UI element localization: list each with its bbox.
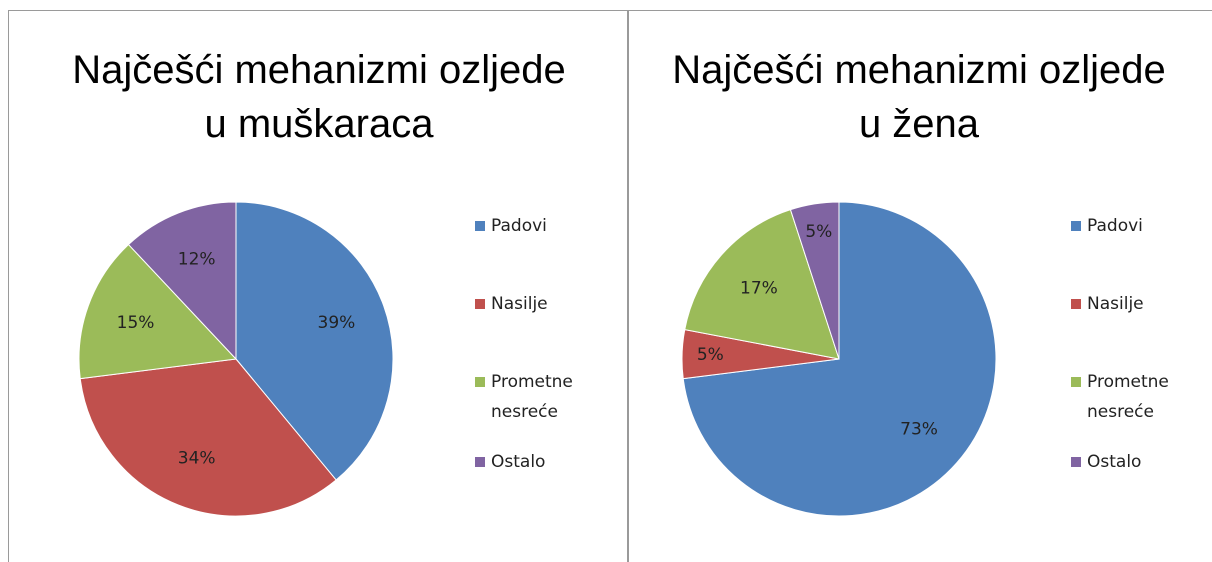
legend-label: Ostalo (1087, 452, 1142, 472)
pie-slice (684, 209, 840, 360)
data-label: 34% (178, 448, 216, 468)
pie-chart: 73% 5% 17% 5% (681, 201, 997, 517)
chart-title: Najčešći mehanizmi ozljede u žena (672, 48, 1166, 146)
pie-slice (78, 243, 238, 380)
legend-swatch (1071, 457, 1081, 467)
legend-swatch (475, 457, 485, 467)
data-label: 5% (805, 222, 832, 242)
legend-item: Prometne nesreće (1071, 367, 1212, 427)
legend-label: Padovi (1087, 216, 1143, 236)
legend-item: Prometne nesreće (475, 367, 621, 427)
legend-swatch (1071, 299, 1081, 309)
legend-item: Padovi (1071, 211, 1212, 241)
pie-slice (79, 358, 337, 517)
data-label: 12% (178, 250, 216, 270)
chart-panel: Najčešći mehanizmi ozljede u žena 73% 5% 17… (628, 10, 1212, 562)
legend-label: Nasilje (1087, 294, 1144, 314)
legend-swatch (1071, 221, 1081, 231)
legend-label: Ostalo (491, 452, 546, 472)
legend-item: Padovi (475, 211, 621, 241)
pie-slice (789, 201, 840, 360)
legend-swatch (475, 299, 485, 309)
legend-label: Prometne nesreće (491, 372, 573, 422)
legend-label: Nasilje (491, 294, 548, 314)
legend-label: Padovi (491, 216, 547, 236)
legend-item: Ostalo (475, 447, 621, 477)
legend-item: Ostalo (1071, 447, 1212, 477)
legend-label: Prometne nesreće (1087, 372, 1169, 422)
pie-slice (235, 201, 394, 481)
legend-swatch (1071, 377, 1081, 387)
chart-panel: Najčešći mehanizmi ozljede u muškaraca 39… (8, 10, 628, 562)
pie-chart: 39% 34% 15% 12% (78, 201, 394, 517)
data-label: 73% (900, 420, 938, 440)
pie-slice (682, 201, 997, 517)
data-label: 5% (697, 345, 724, 365)
legend-item: Nasilje (475, 289, 621, 319)
pie-slice (127, 201, 237, 361)
chart-title: Najčešći mehanizmi ozljede u muškaraca (72, 48, 566, 146)
legend-swatch (475, 377, 485, 387)
legend-item: Nasilje (1071, 289, 1212, 319)
data-label: 15% (117, 313, 155, 333)
legend-swatch (475, 221, 485, 231)
data-label: 39% (318, 313, 356, 333)
data-label: 17% (740, 278, 778, 298)
